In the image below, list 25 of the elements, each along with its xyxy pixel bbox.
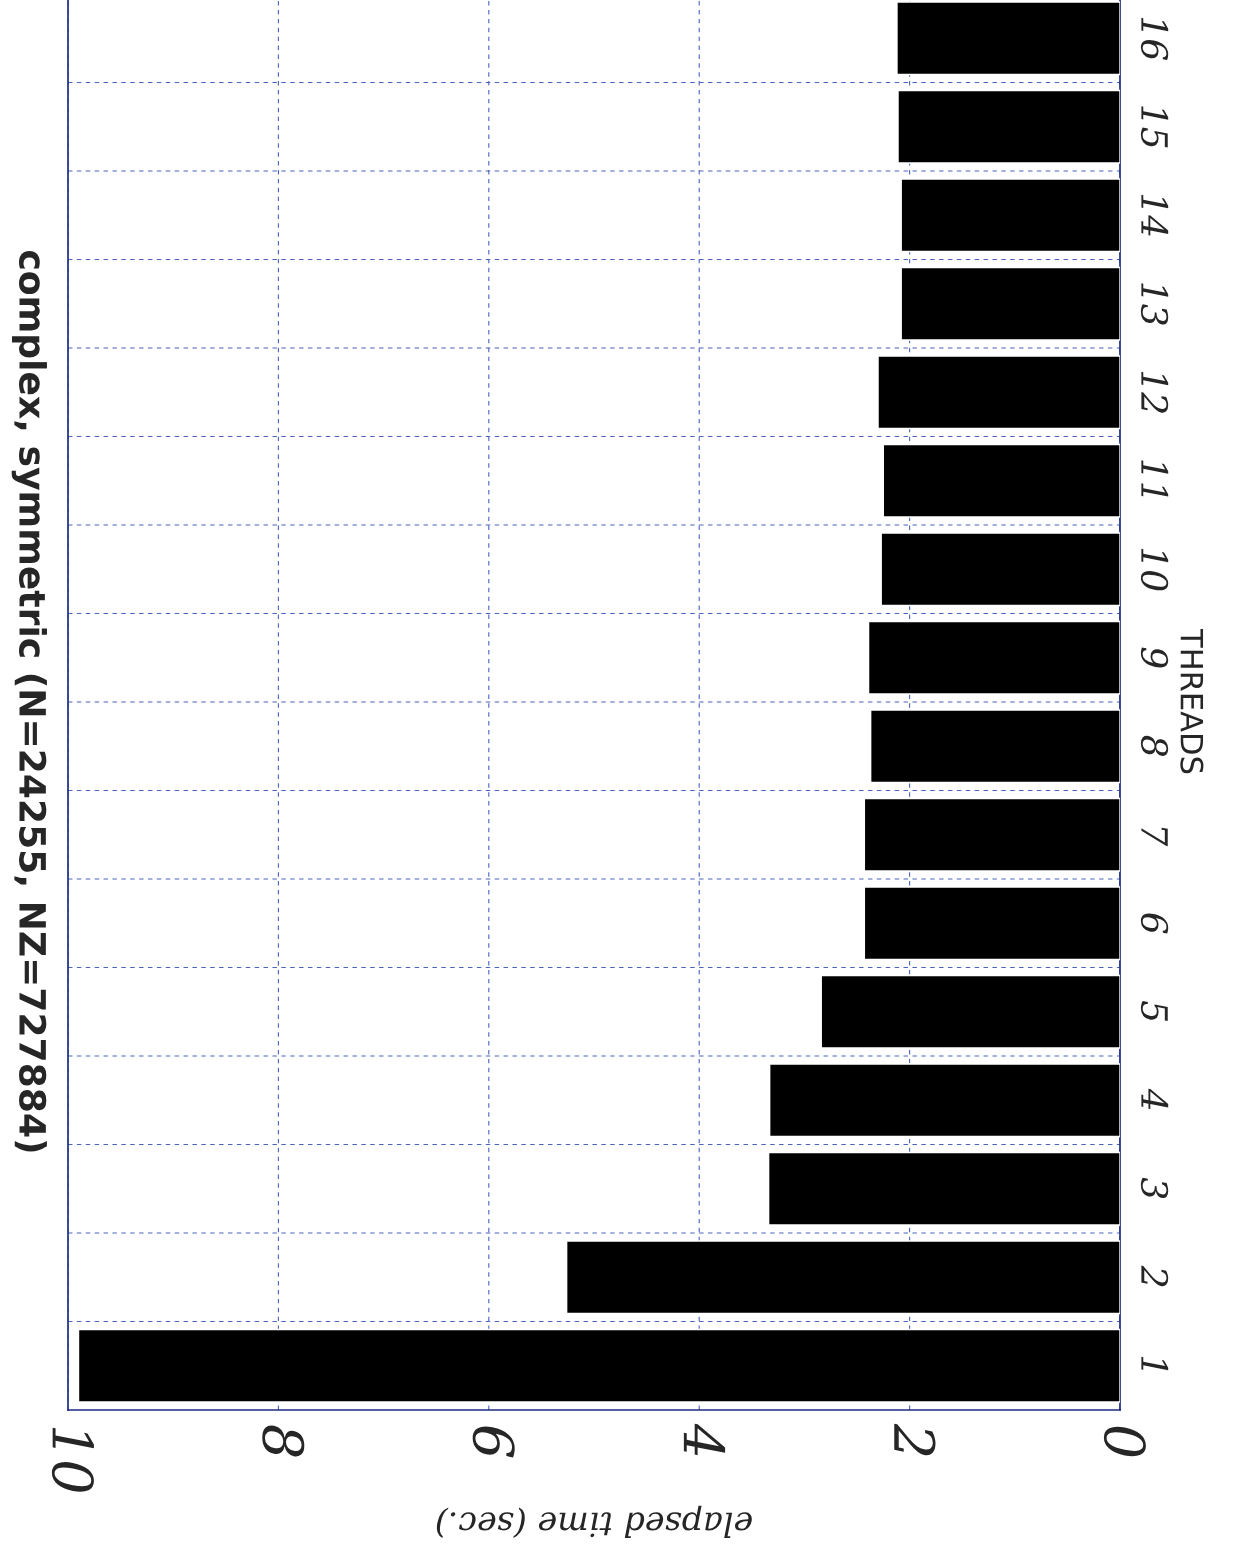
y-tick-label: 10 [1140, 548, 1169, 591]
y-tick-label: 13 [1140, 283, 1169, 325]
y-tick-label: 1 [1141, 1356, 1169, 1371]
x-tick-label: 10 [51, 1427, 94, 1492]
x-tick-label: 8 [262, 1425, 305, 1457]
text: complex, symmetric (N=24255, NZ=727884) [11, 250, 47, 1152]
y-tick-label: 4 [1141, 1088, 1169, 1110]
y-tick-label: 3 [1140, 1177, 1169, 1199]
y-axis-title: THREADS [1180, 628, 1204, 774]
x-tick-label: 6 [472, 1426, 515, 1458]
y-tick-label: 7 [1141, 827, 1168, 847]
y-tick-label: 2 [1141, 1265, 1169, 1287]
y-tick-label: 16 [1140, 17, 1169, 61]
y-tick-label: 14 [1141, 194, 1169, 236]
y-tick-label: 9 [1140, 647, 1169, 668]
y-tick-label: 11 [1141, 460, 1169, 497]
y-tick-label: 12 [1141, 371, 1169, 413]
y-tick-label: 8 [1140, 735, 1169, 756]
y-tick-label: 15 [1140, 106, 1169, 148]
x-tick-label: 4 [683, 1423, 726, 1456]
y-tick-label: 6 [1140, 913, 1169, 934]
x-tick-label: 0 [1103, 1426, 1146, 1457]
x-tick-label: 2 [894, 1423, 936, 1456]
x-axis-title: elapsed time (sec.) [436, 1505, 752, 1538]
y-tick-label: 5 [1140, 1001, 1168, 1022]
